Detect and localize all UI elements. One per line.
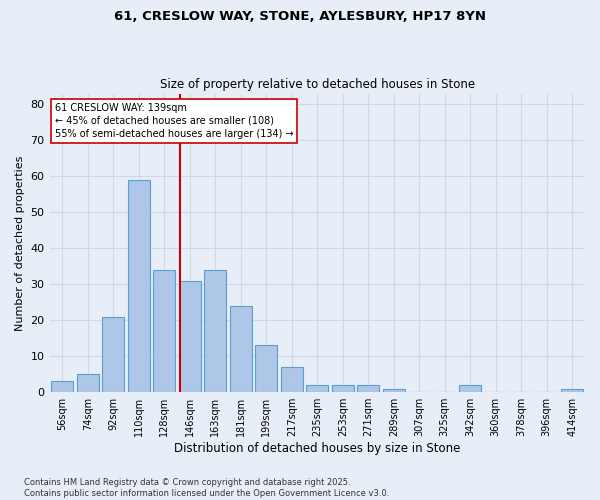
Bar [154, 270, 175, 392]
Bar [205, 270, 226, 392]
Bar [256, 346, 277, 392]
Text: 61 CRESLOW WAY: 139sqm
← 45% of detached houses are smaller (108)
55% of semi-de: 61 CRESLOW WAY: 139sqm ← 45% of detached… [55, 102, 293, 139]
Text: Contains HM Land Registry data © Crown copyright and database right 2025.
Contai: Contains HM Land Registry data © Crown c… [24, 478, 389, 498]
Bar [103, 316, 124, 392]
Bar [281, 367, 302, 392]
Title: Size of property relative to detached houses in Stone: Size of property relative to detached ho… [160, 78, 475, 91]
Text: 61, CRESLOW WAY, STONE, AYLESBURY, HP17 8YN: 61, CRESLOW WAY, STONE, AYLESBURY, HP17 … [114, 10, 486, 23]
Bar [77, 374, 98, 392]
Bar [460, 385, 481, 392]
Bar [358, 385, 379, 392]
Bar [179, 280, 200, 392]
Bar [332, 385, 353, 392]
Bar [562, 388, 583, 392]
Bar [52, 382, 73, 392]
Bar [383, 388, 404, 392]
X-axis label: Distribution of detached houses by size in Stone: Distribution of detached houses by size … [174, 442, 460, 455]
Y-axis label: Number of detached properties: Number of detached properties [15, 155, 25, 330]
Bar [128, 180, 149, 392]
Bar [230, 306, 251, 392]
Bar [307, 385, 328, 392]
